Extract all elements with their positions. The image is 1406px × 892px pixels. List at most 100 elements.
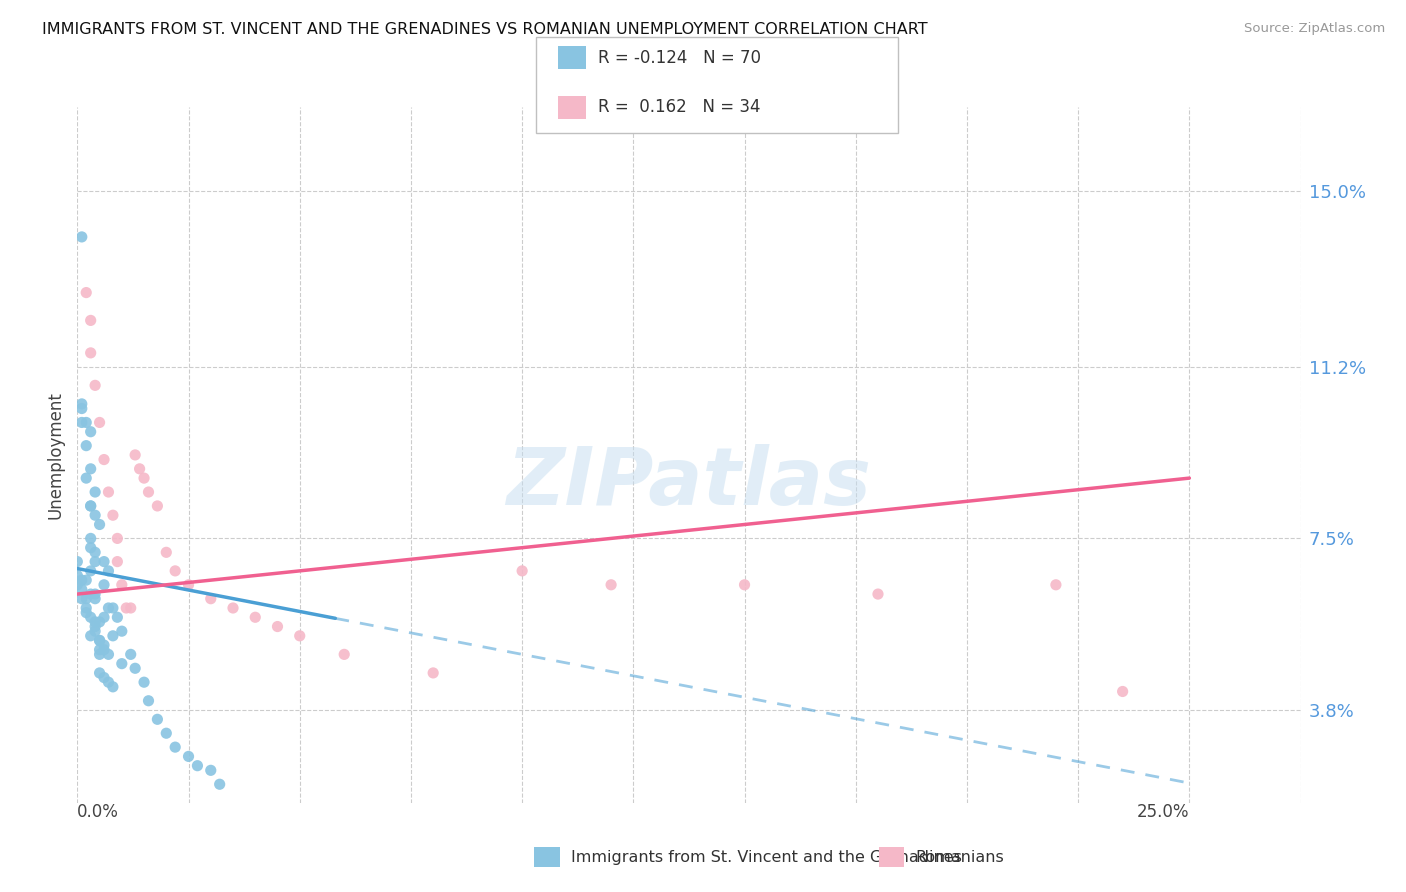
Point — [111, 657, 134, 671]
Point — [89, 665, 111, 680]
Point — [89, 517, 111, 532]
Point — [75, 573, 97, 587]
Point — [84, 619, 107, 633]
Point — [66, 578, 89, 592]
Point — [132, 675, 155, 690]
Point — [89, 642, 111, 657]
Point — [93, 555, 115, 569]
Point — [266, 619, 288, 633]
Point — [84, 624, 107, 639]
Point — [93, 642, 115, 657]
Point — [79, 346, 101, 360]
Point — [101, 601, 124, 615]
Point — [79, 425, 101, 439]
Point — [124, 448, 146, 462]
Point — [89, 615, 111, 629]
Point — [138, 485, 160, 500]
Point — [70, 401, 93, 416]
Point — [101, 680, 124, 694]
Point — [70, 397, 93, 411]
Text: IMMIGRANTS FROM ST. VINCENT AND THE GRENADINES VS ROMANIAN UNEMPLOYMENT CORRELAT: IMMIGRANTS FROM ST. VINCENT AND THE GREN… — [42, 22, 928, 37]
Point — [138, 694, 160, 708]
Point — [97, 564, 120, 578]
Point — [120, 601, 142, 615]
Point — [97, 485, 120, 500]
Point — [734, 578, 756, 592]
Point — [79, 532, 101, 546]
Point — [155, 545, 177, 559]
Point — [1045, 578, 1067, 592]
Point — [115, 601, 138, 615]
Point — [333, 648, 356, 662]
Point — [84, 485, 107, 500]
Point — [66, 555, 89, 569]
Point — [75, 606, 97, 620]
Text: ZIPatlas: ZIPatlas — [506, 443, 872, 522]
Point — [75, 439, 97, 453]
Point — [79, 587, 101, 601]
Point — [70, 230, 93, 244]
Text: 25.0%: 25.0% — [1137, 803, 1189, 821]
Point — [111, 624, 134, 639]
Point — [165, 564, 187, 578]
Point — [84, 378, 107, 392]
Text: Romanians: Romanians — [915, 850, 1004, 864]
Point — [208, 777, 231, 791]
Point — [177, 749, 200, 764]
Point — [510, 564, 533, 578]
Point — [84, 591, 107, 606]
Point — [97, 601, 120, 615]
Point — [70, 582, 93, 597]
Point — [93, 638, 115, 652]
Point — [93, 452, 115, 467]
Point — [101, 508, 124, 523]
Point — [124, 661, 146, 675]
Point — [177, 578, 200, 592]
Point — [222, 601, 245, 615]
Point — [97, 675, 120, 690]
Point — [93, 671, 115, 685]
Point — [84, 508, 107, 523]
Point — [89, 648, 111, 662]
Point — [105, 610, 128, 624]
Point — [288, 629, 311, 643]
Point — [128, 462, 150, 476]
Point — [132, 471, 155, 485]
Point — [79, 313, 101, 327]
Point — [97, 648, 120, 662]
Y-axis label: Unemployment: Unemployment — [46, 391, 65, 519]
Point — [186, 758, 208, 772]
Point — [89, 416, 111, 430]
Point — [422, 665, 444, 680]
Point — [75, 416, 97, 430]
Text: Source: ZipAtlas.com: Source: ZipAtlas.com — [1244, 22, 1385, 36]
Point — [79, 564, 101, 578]
Point — [79, 541, 101, 555]
Point — [75, 285, 97, 300]
Point — [79, 499, 101, 513]
Point — [600, 578, 623, 592]
Point — [84, 555, 107, 569]
Point — [111, 578, 134, 592]
Text: 0.0%: 0.0% — [77, 803, 120, 821]
Point — [75, 591, 97, 606]
Point — [101, 629, 124, 643]
Text: Immigrants from St. Vincent and the Grenadines: Immigrants from St. Vincent and the Gren… — [571, 850, 962, 864]
Point — [105, 532, 128, 546]
Point — [70, 591, 93, 606]
Text: R =  0.162   N = 34: R = 0.162 N = 34 — [598, 98, 761, 117]
Point — [165, 740, 187, 755]
Point — [79, 462, 101, 476]
Point — [66, 568, 89, 582]
Point — [120, 648, 142, 662]
Point — [84, 615, 107, 629]
Point — [146, 499, 169, 513]
Point — [93, 578, 115, 592]
Point — [93, 610, 115, 624]
Point — [200, 591, 222, 606]
Point — [79, 610, 101, 624]
Point — [89, 633, 111, 648]
Point — [89, 633, 111, 648]
Point — [146, 712, 169, 726]
Point — [70, 416, 93, 430]
